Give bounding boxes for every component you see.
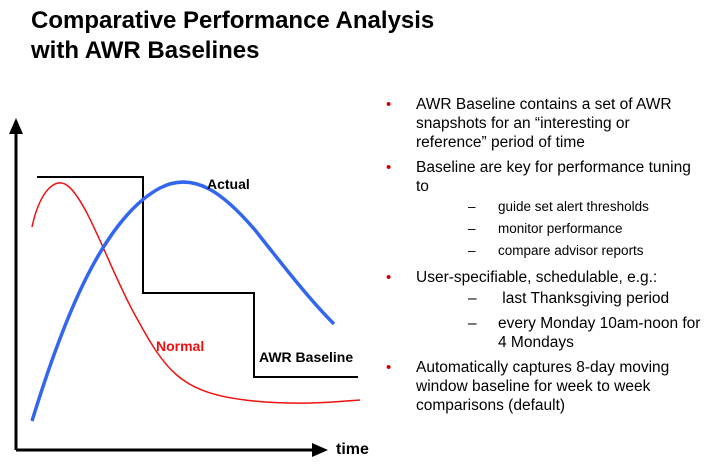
sub-text: last Thanksgiving period bbox=[498, 290, 670, 307]
bullet-text: Baseline are key for performance tuning … bbox=[416, 159, 691, 195]
normal-curve bbox=[31, 182, 361, 404]
sub-item: – guide set alert thresholds bbox=[416, 196, 702, 218]
x-axis-arrow-icon bbox=[312, 443, 328, 457]
y-axis-arrow-icon bbox=[9, 118, 23, 134]
bullet-item: • User-specifiable, schedulable, e.g.: –… bbox=[386, 268, 702, 352]
sub-item: – last Thanksgiving period bbox=[416, 289, 702, 308]
bullet-item: • AWR Baseline contains a set of AWR sna… bbox=[386, 95, 702, 152]
bullet-icon: • bbox=[386, 159, 392, 176]
bullet-text: AWR Baseline contains a set of AWR snaps… bbox=[416, 96, 672, 151]
sub-item: – monitor performance bbox=[416, 218, 702, 240]
bullet-list: • AWR Baseline contains a set of AWR sna… bbox=[386, 95, 702, 421]
bullet-icon: • bbox=[386, 359, 392, 376]
sub-text: guide set alert thresholds bbox=[498, 199, 649, 214]
sub-list: – last Thanksgiving period – every Monday… bbox=[416, 289, 702, 352]
awr-baseline-label: AWR Baseline bbox=[259, 349, 354, 365]
sub-list: – guide set alert thresholds – monitor per… bbox=[416, 196, 702, 262]
sub-text: compare advisor reports bbox=[498, 243, 644, 258]
sub-item: – compare advisor reports bbox=[416, 240, 702, 262]
dash-icon: – bbox=[468, 199, 476, 214]
actual-curve bbox=[30, 180, 336, 422]
dash-icon: – bbox=[468, 243, 476, 258]
bullet-text: Automatically captures 8-day moving wind… bbox=[416, 359, 670, 414]
awr-baseline-line bbox=[37, 176, 358, 378]
bullet-item: • Baseline are key for performance tunin… bbox=[386, 158, 702, 262]
dash-icon: – bbox=[468, 290, 477, 307]
dash-icon: – bbox=[468, 221, 476, 236]
dash-icon: – bbox=[468, 315, 477, 332]
bullet-icon: • bbox=[386, 269, 392, 286]
bullet-text: User-specifiable, schedulable, e.g.: bbox=[416, 269, 658, 286]
bullet-icon: • bbox=[386, 96, 392, 113]
sub-text: every Monday 10am-noon for 4 Mondays bbox=[498, 315, 701, 351]
actual-label: Actual bbox=[207, 176, 250, 192]
x-axis-label: time bbox=[336, 441, 369, 458]
title-line-2: with AWR Baselines bbox=[31, 37, 260, 64]
slide-title: Comparative Performance Analysis with AW… bbox=[31, 6, 434, 66]
normal-label: Normal bbox=[156, 338, 205, 354]
sub-text: monitor performance bbox=[498, 221, 623, 236]
bullet-item: • Automatically captures 8-day moving wi… bbox=[386, 358, 702, 415]
sub-item: – every Monday 10am-noon for 4 Mondays bbox=[416, 314, 702, 352]
title-line-1: Comparative Performance Analysis bbox=[31, 7, 435, 34]
